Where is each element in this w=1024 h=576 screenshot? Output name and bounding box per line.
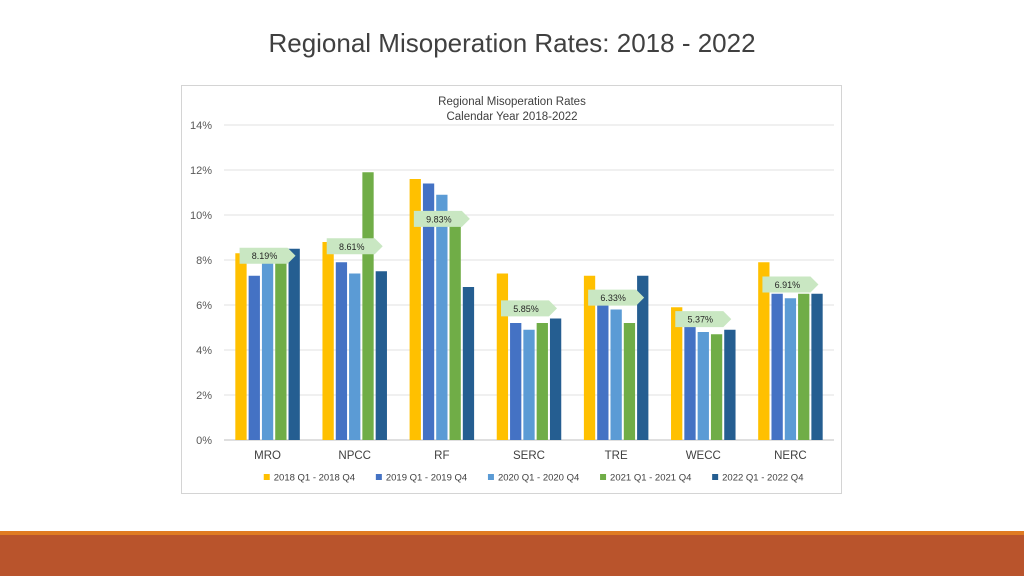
y-tick-label: 14% <box>190 120 212 132</box>
bar <box>288 248 300 440</box>
average-callout <box>501 300 557 317</box>
x-tick-label: NPCC <box>338 450 371 462</box>
chart-subtitle: Calendar Year 2018-2022 <box>446 111 577 123</box>
average-callout <box>588 289 645 306</box>
average-callout-label: 6.33% <box>600 293 626 303</box>
y-tick-label: 10% <box>190 210 212 222</box>
y-tick-label: 6% <box>196 300 212 312</box>
bar <box>671 307 683 440</box>
bar <box>510 323 522 440</box>
bar <box>275 253 287 440</box>
average-callout <box>326 238 383 255</box>
bar <box>261 255 274 440</box>
chart-frame: Regional Misoperation Rates Calendar Yea… <box>181 85 842 494</box>
legend-label: 2019 Q1 - 2019 Q4 <box>386 473 467 484</box>
bar <box>248 275 260 440</box>
x-tick-label: WECC <box>686 450 721 462</box>
bar <box>637 275 649 440</box>
slide-title: Regional Misoperation Rates: 2018 - 2022 <box>268 28 756 58</box>
y-tick-label: 8% <box>196 255 212 267</box>
bar <box>710 334 723 440</box>
bar <box>798 293 810 440</box>
bar <box>610 309 622 440</box>
bar <box>235 253 247 440</box>
average-callout-label: 9.83% <box>426 214 452 224</box>
x-tick-label: NERC <box>774 450 807 462</box>
chart-title: Regional Misoperation Rates <box>438 96 586 108</box>
bar <box>375 271 387 440</box>
bar <box>523 329 535 440</box>
x-axis-labels: MRO NPCC RF SERC TRE WECC NERC <box>254 450 807 462</box>
bar <box>436 194 448 440</box>
legend-swatch <box>487 474 494 480</box>
annotations: 8.19% 8.61% 9.83% 5.85% 6.33% 5.37% 6.91% <box>239 210 819 328</box>
average-callout-label: 8.61% <box>339 242 365 252</box>
legend-label: 2020 Q1 - 2020 Q4 <box>498 473 579 484</box>
bar <box>322 242 334 440</box>
y-tick-label: 0% <box>196 435 212 447</box>
bar <box>549 318 562 440</box>
bar <box>496 273 509 440</box>
legend-label: 2022 Q1 - 2022 Q4 <box>722 473 803 484</box>
bar <box>758 262 770 440</box>
bar <box>583 275 596 440</box>
average-callout-label: 5.85% <box>513 304 539 314</box>
y-tick-label: 12% <box>190 165 212 177</box>
bars <box>235 172 823 440</box>
average-callout <box>413 210 470 227</box>
bar <box>811 293 823 440</box>
bar <box>771 293 783 440</box>
legend: 2018 Q1 - 2018 Q4 2019 Q1 - 2019 Q4 2020 Q… <box>263 473 803 484</box>
bar <box>349 273 361 440</box>
bottom-accent-line <box>0 531 1024 535</box>
average-callout <box>675 311 732 328</box>
legend-label: 2018 Q1 - 2018 Q4 <box>274 473 355 484</box>
bar <box>597 298 609 440</box>
average-callout <box>762 276 819 293</box>
bar <box>335 262 348 440</box>
x-tick-label: RF <box>434 450 449 462</box>
bar <box>724 329 736 440</box>
bar <box>462 287 475 440</box>
x-tick-label: SERC <box>513 450 545 462</box>
bottom-accent-bar <box>0 535 1024 576</box>
x-tick-label: MRO <box>254 450 281 462</box>
legend-swatch <box>712 474 719 480</box>
y-axis-labels: 0% 2% 4% 6% 8% 10% 12% 14% <box>190 120 212 447</box>
bar <box>697 332 709 440</box>
legend-label: 2021 Q1 - 2021 Q4 <box>610 473 691 484</box>
bar <box>362 172 374 440</box>
bar <box>422 183 435 440</box>
y-tick-label: 4% <box>196 345 212 357</box>
average-callout-label: 5.37% <box>688 315 714 325</box>
legend-swatch <box>600 474 607 480</box>
legend-swatch <box>375 474 382 480</box>
bar <box>449 221 461 440</box>
bar <box>409 179 421 440</box>
average-callout <box>239 247 296 264</box>
bar <box>623 323 636 440</box>
bar <box>684 314 696 440</box>
average-callout-label: 8.19% <box>252 251 278 261</box>
misoperation-rate-chart: Regional Misoperation Rates Calendar Yea… <box>190 96 834 484</box>
x-tick-label: TRE <box>605 450 628 462</box>
legend-swatch <box>263 474 270 480</box>
bar <box>536 323 548 440</box>
y-tick-label: 2% <box>196 390 212 402</box>
average-callout-label: 6.91% <box>775 280 801 290</box>
bar <box>784 298 797 440</box>
